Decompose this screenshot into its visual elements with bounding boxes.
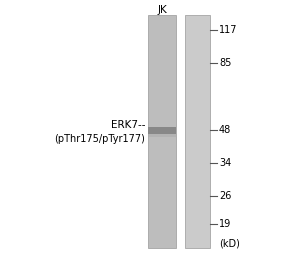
Text: 19: 19 [219, 219, 231, 229]
Text: ERK7--: ERK7-- [110, 120, 145, 130]
Text: (kD): (kD) [219, 239, 240, 249]
Bar [148, 15, 176, 248]
Text: 34: 34 [219, 158, 231, 168]
Text: (pThr175/pTyr177): (pThr175/pTyr177) [54, 134, 145, 144]
Text: 48: 48 [219, 125, 231, 135]
Bar [148, 127, 176, 134]
Text: 85: 85 [219, 58, 231, 68]
Text: 26: 26 [219, 191, 231, 201]
Text: 117: 117 [219, 25, 237, 35]
Bar [185, 15, 210, 248]
Bar [148, 134, 176, 137]
Text: JK: JK [157, 5, 167, 15]
